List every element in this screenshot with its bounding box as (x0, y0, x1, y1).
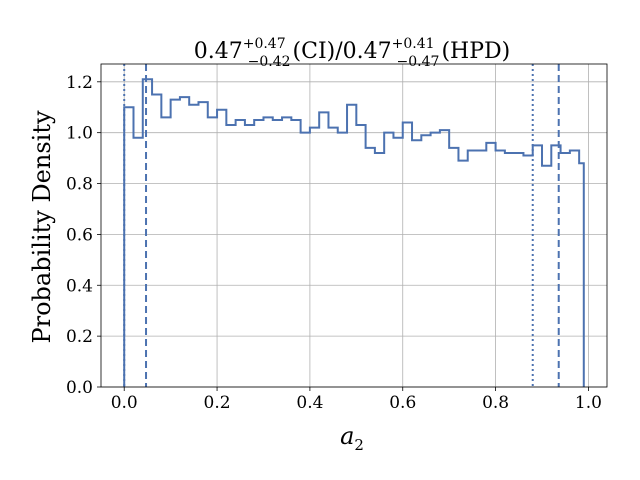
x-tick-label: 0.0 (111, 393, 138, 413)
x-tick-label: 0.4 (296, 393, 323, 413)
x-tick-label: 0.2 (204, 393, 231, 413)
ci-minus: −0.42 (248, 54, 291, 70)
x-tick-label: 1.0 (575, 393, 602, 413)
y-tick-label: 1.0 (66, 124, 93, 144)
y-tick-label: 1.2 (66, 73, 93, 93)
y-tick-label: 0.4 (66, 276, 93, 296)
y-tick-label: 0.2 (66, 327, 93, 347)
hpd-tag: (HPD) (441, 39, 510, 64)
histogram-series (123, 78, 585, 387)
ci-plus: +0.47 (243, 36, 286, 52)
chart-title: 0.47+0.47 −0.42(CI)/0.47+0.41 −0.47(HPD) (194, 36, 511, 70)
grid-lines (101, 64, 607, 388)
ci-tag: (CI) (293, 39, 336, 64)
hpd-value: 0.47 (343, 39, 392, 64)
x-tick-label: 0.6 (389, 393, 416, 413)
x-axis-label-subscript: 2 (354, 436, 364, 454)
y-tick-label: 0.0 (66, 378, 93, 398)
y-tick-label: 0.6 (66, 225, 93, 245)
title-separator: / (335, 39, 343, 64)
hpd-minus: −0.47 (397, 54, 440, 70)
axis-ticks: 0.0 0.2 0.4 0.6 0.8 1.0 0.0 0.2 0.4 0.6 0.8 1.0 1.2 (66, 73, 602, 413)
y-axis-label: Probability Density (28, 110, 56, 344)
y-tick-label: 0.8 (66, 175, 93, 195)
x-axis-label-main: a (340, 422, 354, 450)
ci-value: 0.47 (194, 39, 243, 64)
hpd-plus: +0.41 (392, 36, 435, 52)
axes-frame (100, 63, 608, 388)
histogram-step-line (123, 78, 585, 387)
x-axis-label: a2 (340, 422, 364, 454)
x-tick-label: 0.8 (482, 393, 509, 413)
